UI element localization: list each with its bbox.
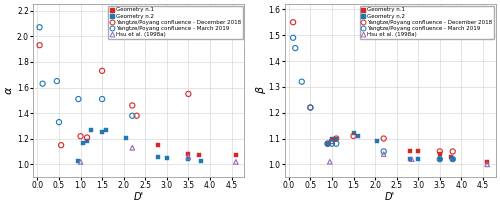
Point	[78, 141, 86, 144]
Point	[163, 156, 171, 160]
Point	[328, 142, 336, 145]
Point	[55, 121, 63, 124]
Point	[292, 46, 300, 50]
Point	[350, 132, 358, 135]
Point	[128, 146, 136, 149]
Point	[448, 158, 456, 161]
Point	[328, 137, 336, 140]
Point	[122, 136, 130, 139]
Point	[328, 139, 336, 143]
Point	[350, 134, 358, 138]
Point	[306, 106, 314, 109]
Point	[436, 152, 444, 156]
Point	[53, 80, 61, 83]
Point	[483, 160, 491, 163]
Point	[483, 163, 491, 166]
Point	[326, 160, 334, 163]
Point	[83, 140, 91, 143]
Point	[184, 158, 192, 161]
Point	[324, 142, 332, 145]
Point	[332, 137, 340, 140]
Point	[306, 106, 314, 109]
Point	[332, 137, 340, 140]
Point	[76, 135, 84, 138]
Point	[154, 144, 162, 147]
Point	[414, 158, 422, 161]
Point	[36, 26, 44, 29]
Point	[98, 69, 106, 73]
Point	[448, 150, 456, 153]
Point	[289, 21, 297, 24]
Y-axis label: β: β	[256, 87, 266, 94]
Point	[448, 158, 456, 161]
Point	[373, 139, 381, 143]
Point	[198, 159, 205, 162]
Point	[406, 158, 413, 161]
Point	[36, 43, 44, 47]
Point	[74, 159, 82, 162]
Point	[76, 160, 84, 164]
Point	[83, 136, 91, 139]
Point	[128, 104, 136, 107]
Point	[232, 160, 240, 164]
Point	[289, 36, 297, 39]
Point	[446, 155, 454, 158]
Point	[102, 128, 110, 131]
Y-axis label: α: α	[4, 87, 14, 94]
Point	[132, 114, 140, 117]
Point	[406, 150, 413, 153]
Point	[98, 131, 106, 134]
Point	[74, 97, 82, 101]
X-axis label: D': D'	[385, 192, 395, 202]
Point	[332, 142, 340, 145]
Point	[38, 82, 46, 85]
Point	[324, 142, 332, 145]
Point	[184, 155, 192, 158]
Point	[354, 134, 362, 138]
Point	[184, 153, 192, 156]
Point	[195, 154, 203, 157]
Point	[408, 158, 416, 161]
Point	[324, 142, 332, 145]
Point	[298, 80, 306, 83]
X-axis label: D': D'	[134, 192, 144, 202]
Legend: Geometry n.1, Geometry n.2, Yangtze/Poyang confluence - December 2018, Yangtze/P: Geometry n.1, Geometry n.2, Yangtze/Poya…	[360, 6, 494, 39]
Point	[184, 92, 192, 96]
Point	[380, 150, 388, 153]
Legend: Geometry n.1, Geometry n.2, Yangtze/Poyang confluence - December 2018, Yangtze/P: Geometry n.1, Geometry n.2, Yangtze/Poya…	[108, 6, 243, 39]
Point	[57, 144, 65, 147]
Point	[88, 128, 96, 131]
Point	[232, 154, 240, 157]
Point	[154, 155, 162, 158]
Point	[436, 158, 444, 161]
Point	[128, 114, 136, 117]
Point	[436, 158, 444, 161]
Point	[380, 137, 388, 140]
Point	[98, 97, 106, 101]
Point	[414, 150, 422, 153]
Point	[380, 152, 388, 156]
Point	[436, 150, 444, 153]
